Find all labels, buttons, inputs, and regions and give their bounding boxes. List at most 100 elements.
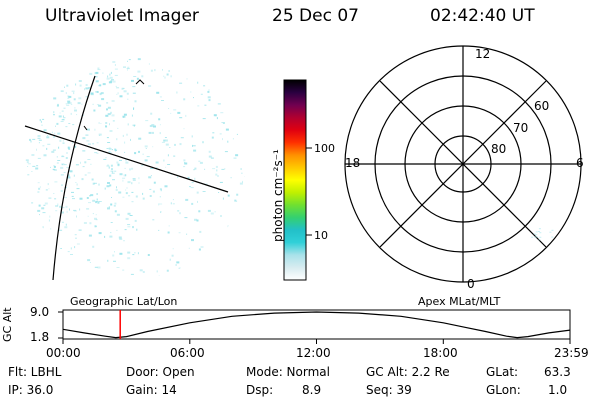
emission-pixel — [110, 164, 113, 167]
emission-pixel — [64, 197, 67, 199]
emission-pixel — [43, 129, 47, 132]
emission-pixel — [168, 70, 170, 72]
emission-pixel — [53, 114, 55, 116]
emission-pixel — [160, 211, 162, 213]
emission-pixel — [194, 177, 196, 180]
emission-pixel — [192, 145, 196, 147]
emission-pixel — [204, 104, 207, 106]
emission-pixel — [111, 168, 113, 171]
emission-pixel — [138, 137, 142, 140]
filter-status: Flt: LBHL — [8, 365, 62, 379]
emission-pixel — [110, 111, 112, 114]
xtick-marks — [62, 339, 571, 344]
emission-pixel — [125, 174, 127, 177]
emission-pixel — [233, 157, 237, 159]
emission-pixel — [107, 113, 111, 116]
emission-pixel — [148, 85, 152, 87]
emission-pixel — [72, 198, 75, 200]
emission-pixel — [190, 91, 192, 93]
emission-pixel — [142, 192, 144, 195]
xtick-label-18: 18:00 — [423, 346, 458, 360]
emission-pixel — [227, 140, 229, 143]
emission-pixel — [535, 234, 538, 236]
emission-pixel — [36, 148, 37, 151]
emission-pixel — [92, 199, 96, 202]
emission-pixel — [75, 83, 77, 86]
emission-pixel — [112, 149, 113, 151]
emission-pixel — [62, 140, 64, 142]
emission-pixel — [97, 202, 100, 204]
emission-pixel — [94, 128, 96, 131]
gc-alt-status: GC Alt: 2.2 Re — [366, 365, 450, 379]
emission-pixel — [227, 194, 230, 197]
emission-pixel — [69, 170, 73, 173]
emission-pixel — [134, 100, 137, 103]
emission-pixel — [241, 172, 243, 174]
emission-pixel — [148, 63, 150, 65]
emission-pixel — [154, 69, 156, 72]
emission-pixel — [59, 229, 63, 231]
emission-pixel — [186, 78, 188, 80]
emission-pixel — [107, 75, 109, 78]
emission-pixel — [109, 123, 110, 126]
emission-pixel — [90, 94, 94, 96]
emission-pixel — [41, 124, 43, 126]
emission-pixel — [126, 187, 128, 189]
emission-pixel — [106, 77, 110, 80]
emission-pixel — [164, 185, 168, 188]
emission-pixel — [89, 262, 91, 263]
emission-pixel — [161, 100, 164, 101]
emission-pixel — [37, 182, 40, 184]
emission-pixel — [127, 60, 128, 62]
emission-pixel — [73, 174, 75, 177]
emission-pixel — [194, 167, 197, 170]
emission-pixel — [61, 221, 64, 223]
emission-pixel — [107, 207, 110, 210]
emission-pixel — [202, 141, 204, 144]
emission-pixel — [175, 264, 177, 266]
emission-pixel — [196, 191, 199, 194]
emission-pixel — [219, 181, 223, 183]
emission-pixel — [68, 146, 71, 148]
emission-pixel — [207, 90, 210, 93]
emission-pixel — [122, 134, 124, 137]
emission-pixel — [57, 203, 59, 206]
glat-value: 63.3 — [544, 365, 571, 379]
emission-pixel — [95, 80, 99, 83]
emission-pixel — [134, 252, 136, 254]
emission-pixel — [127, 257, 131, 260]
emission-pixel — [110, 232, 112, 234]
emission-pixel — [183, 166, 186, 168]
emission-pixel — [46, 136, 50, 139]
emission-pixel — [58, 115, 62, 118]
emission-pixel — [138, 182, 140, 184]
emission-pixel — [208, 155, 212, 158]
emission-pixel — [176, 91, 178, 94]
mlat-label-80: 80 — [491, 142, 507, 156]
emission-pixel — [164, 139, 168, 142]
emission-pixel — [183, 159, 186, 162]
emission-pixel — [62, 118, 65, 120]
emission-pixel — [75, 164, 79, 166]
xtick-label-06: 06:00 — [170, 346, 205, 360]
emission-pixel — [115, 189, 118, 191]
emission-pixel — [76, 243, 80, 245]
dsp-label: Dsp: — [246, 383, 274, 397]
emission-pixel — [116, 87, 120, 89]
emission-pixel — [176, 261, 180, 264]
emission-pixel — [538, 228, 541, 230]
emission-pixel — [61, 184, 63, 186]
emission-pixel — [191, 135, 193, 138]
emission-pixel — [48, 219, 50, 222]
orbit-y-axis-label: GC Alt — [1, 307, 14, 342]
emission-pixel — [121, 87, 124, 90]
emission-pixel — [169, 147, 171, 148]
emission-pixel — [136, 77, 139, 80]
emission-pixel — [109, 174, 112, 177]
emission-pixel — [236, 193, 239, 196]
emission-pixel — [124, 229, 127, 231]
emission-pixel — [61, 163, 65, 166]
emission-pixel — [92, 103, 94, 105]
orbit-plot-frame — [62, 309, 571, 340]
emission-pixel — [127, 98, 129, 100]
